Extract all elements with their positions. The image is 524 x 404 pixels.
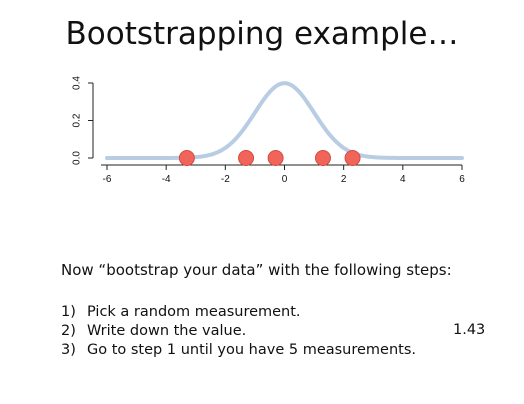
normal-curve	[105, 81, 464, 160]
sampled-value: 1.43	[453, 322, 486, 338]
x-tick-label: -6	[103, 174, 112, 185]
y-tick-label: 0.4	[72, 76, 83, 90]
measurement-point	[314, 150, 331, 166]
measurement-point	[238, 150, 255, 166]
y-tick-label: 0.0	[72, 151, 83, 165]
step-2: 2) Write down the value.	[61, 323, 247, 339]
y-ticks: 0.0 0.2 0.4	[72, 76, 93, 165]
instruction-text: Now “bootstrap your data” with the follo…	[61, 261, 452, 279]
x-tick-label: -4	[162, 174, 171, 185]
measurement-point	[178, 150, 195, 166]
x-tick-label: 4	[400, 174, 406, 185]
step-3: 3) Go to step 1 until you have 5 measurem…	[61, 342, 417, 358]
measurement-point	[344, 150, 361, 166]
x-ticks: -6 -4 -2 0 2 4 6	[103, 165, 465, 185]
y-tick-label: 0.2	[72, 113, 83, 127]
x-tick-label: 0	[282, 174, 288, 185]
measurement-points	[178, 150, 361, 166]
slide-title: Bootstrapping example…	[65, 16, 459, 52]
x-tick-label: 2	[341, 174, 347, 185]
measurement-point	[267, 150, 284, 166]
x-tick-label: -2	[221, 174, 230, 185]
steps-list: 1) Pick a random measurement. 2) Write dow…	[61, 303, 416, 360]
x-tick-label: 6	[459, 174, 465, 185]
step-1: 1) Pick a random measurement.	[61, 304, 301, 320]
